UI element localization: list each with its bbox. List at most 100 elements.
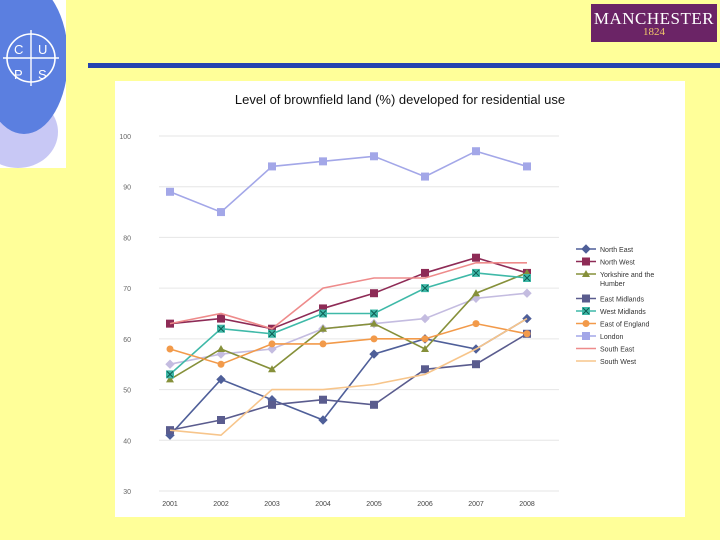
y-tick-label: 70 <box>123 286 131 293</box>
cups-letter: P <box>14 67 23 82</box>
series-3-point <box>421 365 429 374</box>
series-6-point <box>523 162 531 171</box>
x-tick-label: 2008 <box>519 501 535 508</box>
series-4-point-cross <box>370 310 378 317</box>
series-3-point <box>319 395 327 404</box>
legend-marker <box>582 332 590 340</box>
unlabeled-series-point <box>522 288 532 298</box>
legend-marker-cross <box>582 307 590 315</box>
series-2-point <box>217 345 225 352</box>
y-tick-label: 60 <box>123 337 131 344</box>
x-tick-label: 2006 <box>417 501 433 508</box>
series-3-line <box>169 333 528 431</box>
series-4-point-cross <box>217 325 225 333</box>
series-6-point <box>319 157 327 166</box>
series-2-point <box>166 375 174 383</box>
y-tick-label: 50 <box>123 388 131 395</box>
series-4-point-cross <box>472 269 480 277</box>
series-2-point <box>421 345 429 352</box>
x-tick-label: 2001 <box>162 501 178 508</box>
series-2-point <box>319 324 327 332</box>
series-5-point <box>217 360 225 368</box>
x-tick-label: 2003 <box>264 501 280 508</box>
university-name: MANCHESTER <box>593 9 715 28</box>
header-rule <box>88 63 720 68</box>
unlabeled-series-point <box>267 344 277 354</box>
series-1-point <box>319 304 327 313</box>
legend-label: South East <box>600 347 634 354</box>
university-year: 1824 <box>643 26 665 38</box>
series-5-line <box>169 322 528 366</box>
series-0-point <box>216 374 226 385</box>
series-5-point <box>523 330 531 338</box>
legend-marker <box>582 257 590 266</box>
series-3-point <box>217 416 225 424</box>
series-0-point <box>318 415 328 425</box>
series-4-point-cross <box>319 310 327 317</box>
series-5-point <box>319 340 327 348</box>
chart-title: Level of brownfield land (%) developed f… <box>235 92 565 107</box>
series-3-point <box>268 400 276 409</box>
legend-label: East of England <box>600 322 650 329</box>
legend-marker <box>582 320 590 327</box>
y-tick-label: 90 <box>123 185 131 192</box>
unlabeled-series-point <box>216 349 226 359</box>
series-8-line <box>169 317 528 437</box>
legend-label: North West <box>600 260 635 267</box>
series-5-point <box>472 320 480 328</box>
series-2-point <box>472 289 480 297</box>
series-4-line <box>169 272 528 375</box>
series-0-point <box>522 313 532 324</box>
brownfield-chart: Level of brownfield land (%) developed f… <box>119 92 656 508</box>
series-6-line <box>169 150 528 213</box>
y-tick-label: 40 <box>123 438 131 445</box>
legend-label: West Midlands <box>600 309 646 316</box>
chart-panel: Level of brownfield land (%) developed f… <box>115 81 685 517</box>
legend-label: North East <box>600 247 633 254</box>
series-5-point <box>166 345 174 353</box>
legend-marker <box>581 244 591 254</box>
series-4-point-cross <box>523 274 531 282</box>
series-0-point <box>369 349 379 359</box>
series-6-point <box>370 152 378 161</box>
legend-marker <box>582 294 590 303</box>
series-1-point <box>370 289 378 298</box>
legend-label: South West <box>600 359 636 366</box>
y-tick-label: 100 <box>119 134 131 141</box>
legend-marker <box>582 270 590 277</box>
x-tick-label: 2002 <box>213 501 229 508</box>
series-4-point-cross <box>166 371 174 378</box>
series-6-point <box>217 208 225 217</box>
series-6-point <box>268 162 276 171</box>
cups-letter: U <box>38 42 47 57</box>
series-6-point <box>166 187 174 196</box>
series-7-line <box>169 261 527 330</box>
series-4-point-cross <box>268 330 276 338</box>
series-3-point <box>370 400 378 409</box>
unlabeled-series-point <box>420 313 430 324</box>
legend-label: East Midlands <box>600 297 644 304</box>
y-tick-label: 30 <box>123 489 131 496</box>
series-5-point <box>421 335 429 343</box>
series-2-point <box>268 365 276 373</box>
legend-label: London <box>600 334 623 341</box>
cups-letter: C <box>14 42 23 57</box>
series-3-point <box>472 360 480 369</box>
series-1-point <box>421 268 429 277</box>
cups-letter: S <box>38 67 47 82</box>
series-1-point <box>472 253 480 262</box>
series-4-point-cross <box>421 284 429 292</box>
series-2-line <box>169 272 528 381</box>
series-5-point <box>370 335 378 343</box>
series-2-point <box>370 319 378 327</box>
series-5-point <box>268 340 276 348</box>
y-tick-label: 80 <box>123 235 131 242</box>
series-6-point <box>421 172 429 181</box>
series-1-line <box>169 256 528 330</box>
unlabeled-series-point <box>165 359 175 369</box>
x-tick-label: 2007 <box>468 501 484 508</box>
series-6-point <box>472 147 480 156</box>
legend-label: Yorkshire and the Humber <box>600 272 656 288</box>
